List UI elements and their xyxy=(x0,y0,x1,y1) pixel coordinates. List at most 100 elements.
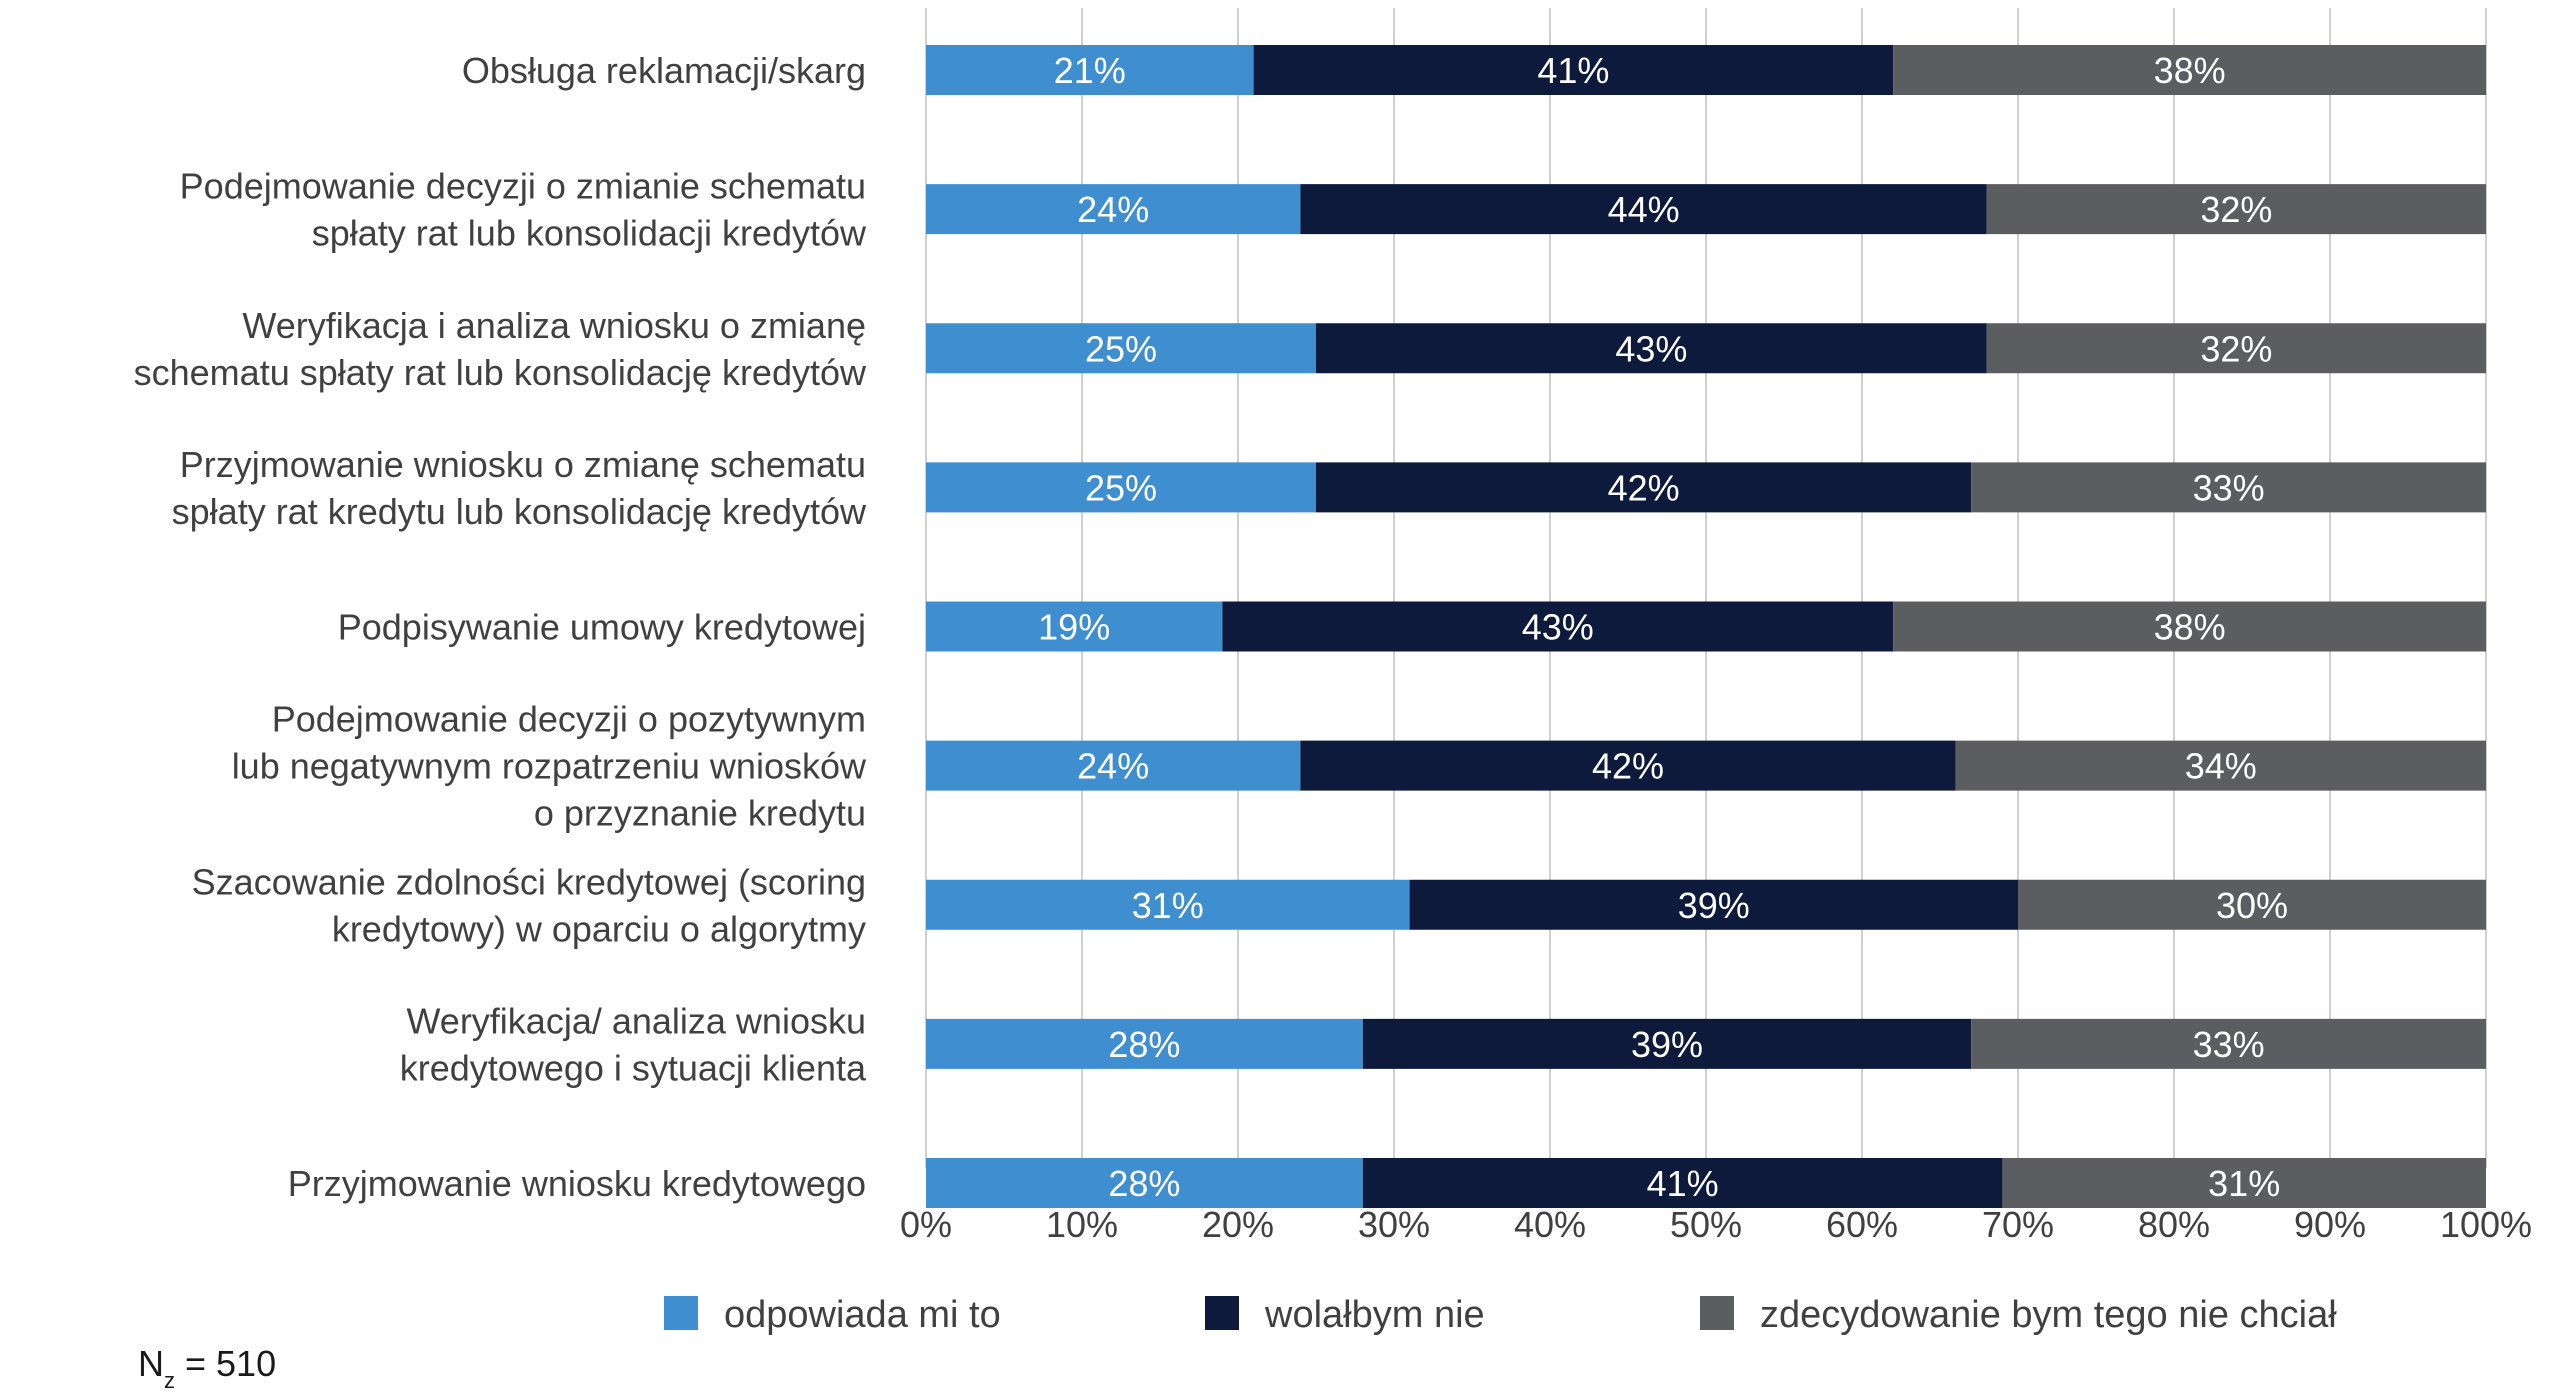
bar-segment xyxy=(1986,184,2486,235)
data-label: 32% xyxy=(2200,189,2272,230)
data-label: 34% xyxy=(2185,746,2257,787)
category-label-line: kredytowego i sytuacji klienta xyxy=(400,1047,867,1088)
data-label: 38% xyxy=(2154,607,2226,648)
category-label-line: Podejmowanie decyzji o pozytywnym xyxy=(272,699,866,740)
category-label-line: Podpisywanie umowy kredytowej xyxy=(338,607,866,648)
note-suffix: = 510 xyxy=(175,1343,276,1384)
category-label-line: Podejmowanie decyzji o zmianie schematu xyxy=(180,166,866,207)
data-label: 33% xyxy=(2193,1024,2265,1065)
tick-label: 10% xyxy=(1046,1204,1118,1245)
data-label: 19% xyxy=(1038,607,1110,648)
category-label: Przyjmowanie wniosku kredytowego xyxy=(288,1163,866,1204)
tick-label: 70% xyxy=(1982,1204,2054,1245)
bars-group: 21% 41% 38% 24% 44% 32% 25% 43% 32% 25% 42% 33% 19% 4… xyxy=(926,45,2486,1208)
legend-label: wolałbym nie xyxy=(1264,1294,1485,1336)
category-label-line: o przyznanie kredytu xyxy=(534,793,866,834)
tick-label: 60% xyxy=(1826,1204,1898,1245)
data-label: 31% xyxy=(1132,885,1204,926)
category-label-line: spłaty rat kredytu lub konsolidację kred… xyxy=(172,491,867,532)
bar-segment xyxy=(1971,1018,2486,1069)
data-label: 38% xyxy=(2154,50,2226,91)
category-label: Weryfikacja i analiza wniosku o zmianę sc… xyxy=(134,305,867,393)
data-label: 39% xyxy=(1678,885,1750,926)
bar-segment xyxy=(926,601,1223,652)
tick-label: 20% xyxy=(1202,1204,1274,1245)
data-label: 33% xyxy=(2193,467,2265,508)
tick-label: 40% xyxy=(1514,1204,1586,1245)
category-label: Weryfikacja/ analiza wniosku kredytowego … xyxy=(400,1000,867,1088)
category-label-line: spłaty rat lub konsolidacji kredytów xyxy=(312,213,867,254)
bar-segment xyxy=(1316,462,1972,513)
bar-segment xyxy=(1893,45,2486,95)
bar-segment xyxy=(1986,323,2486,374)
bar-segment xyxy=(1893,601,2486,652)
category-label: Podejmowanie decyzji o zmianie schematu s… xyxy=(180,166,867,254)
tick-label: 90% xyxy=(2294,1204,2366,1245)
bar-segment xyxy=(1362,1158,2003,1208)
data-label: 39% xyxy=(1631,1024,1703,1065)
data-label: 24% xyxy=(1077,189,1149,230)
bar-segment xyxy=(926,462,1316,513)
bar-segment xyxy=(1362,1018,1972,1069)
data-label: 42% xyxy=(1608,467,1680,508)
legend-swatch xyxy=(1205,1296,1239,1330)
category-label-line: schematu spłaty rat lub konsolidację kre… xyxy=(134,352,867,393)
x-axis-ticks: 0% 10% 20% 30% 40% 50% 60% 70% 80% 90% 100% xyxy=(900,1204,2532,1245)
category-label-line: kredytowy) w oparciu o algorytmy xyxy=(332,908,866,949)
tick-label: 0% xyxy=(900,1204,952,1245)
tick-label: 80% xyxy=(2138,1204,2210,1245)
bar-segment xyxy=(1253,45,1894,95)
category-label-line: lub negatywnym rozpatrzeniu wniosków xyxy=(232,746,867,787)
category-label-line: Przyjmowanie wniosku kredytowego xyxy=(288,1163,866,1204)
data-label: 43% xyxy=(1615,328,1687,369)
category-label-line: Weryfikacja/ analiza wniosku xyxy=(406,1000,866,1041)
bar-segment xyxy=(1409,879,2018,930)
bar-segment xyxy=(1316,323,1987,374)
bar-segment xyxy=(926,1158,1363,1208)
data-label: 42% xyxy=(1592,746,1664,787)
category-label-line: Obsługa reklamacji/skarg xyxy=(462,50,866,91)
category-label: Podejmowanie decyzji o pozytywnym lub neg… xyxy=(232,699,867,834)
note-subscript: z xyxy=(164,1368,175,1391)
data-label: 24% xyxy=(1077,746,1149,787)
gridlines xyxy=(925,8,2487,1169)
data-label: 43% xyxy=(1522,607,1594,648)
bar-segment xyxy=(1971,462,2486,513)
bar-segment xyxy=(1300,740,1956,791)
tick-label: 30% xyxy=(1358,1204,1430,1245)
category-label-line: Przyjmowanie wniosku o zmianę schematu xyxy=(180,444,866,485)
tick-label: 100% xyxy=(2440,1204,2532,1245)
data-label: 41% xyxy=(1647,1163,1719,1204)
bar-segment xyxy=(926,323,1316,374)
legend-swatch xyxy=(1700,1296,1734,1330)
bar-segment xyxy=(926,740,1301,791)
data-label: 25% xyxy=(1085,328,1157,369)
category-label-line: Szacowanie zdolności kredytowej (scoring xyxy=(192,861,866,902)
tick-label: 50% xyxy=(1670,1204,1742,1245)
legend-swatch xyxy=(664,1296,698,1330)
bar-segment xyxy=(1955,740,2486,791)
data-label: 44% xyxy=(1608,189,1680,230)
bar-segment xyxy=(2002,1158,2486,1208)
bar-segment xyxy=(926,879,1410,930)
legend-label: zdecydowanie bym tego nie chciał xyxy=(1760,1294,2337,1336)
bar-segment xyxy=(1222,601,1894,652)
bar-segment xyxy=(926,1018,1363,1069)
bar-segment xyxy=(2018,879,2486,930)
category-label: Obsługa reklamacji/skarg xyxy=(462,50,866,91)
data-label: 41% xyxy=(1537,50,1609,91)
data-label: 32% xyxy=(2200,328,2272,369)
bar-segment xyxy=(1300,184,1987,235)
category-label: Podpisywanie umowy kredytowej xyxy=(338,607,866,648)
legend-label: odpowiada mi to xyxy=(724,1294,1001,1336)
data-label: 30% xyxy=(2216,885,2288,926)
legend: odpowiada mi to wolałbym nie zdecydowanie … xyxy=(664,1294,2337,1336)
bar-segment xyxy=(926,45,1254,95)
sample-size-note: Nz = 510 xyxy=(138,1343,276,1391)
data-label: 31% xyxy=(2208,1163,2280,1204)
data-label: 28% xyxy=(1108,1024,1180,1065)
note-prefix: N xyxy=(138,1343,164,1384)
category-labels: Obsługa reklamacji/skarg Podejmowanie dec… xyxy=(134,50,867,1204)
data-label: 28% xyxy=(1108,1163,1180,1204)
